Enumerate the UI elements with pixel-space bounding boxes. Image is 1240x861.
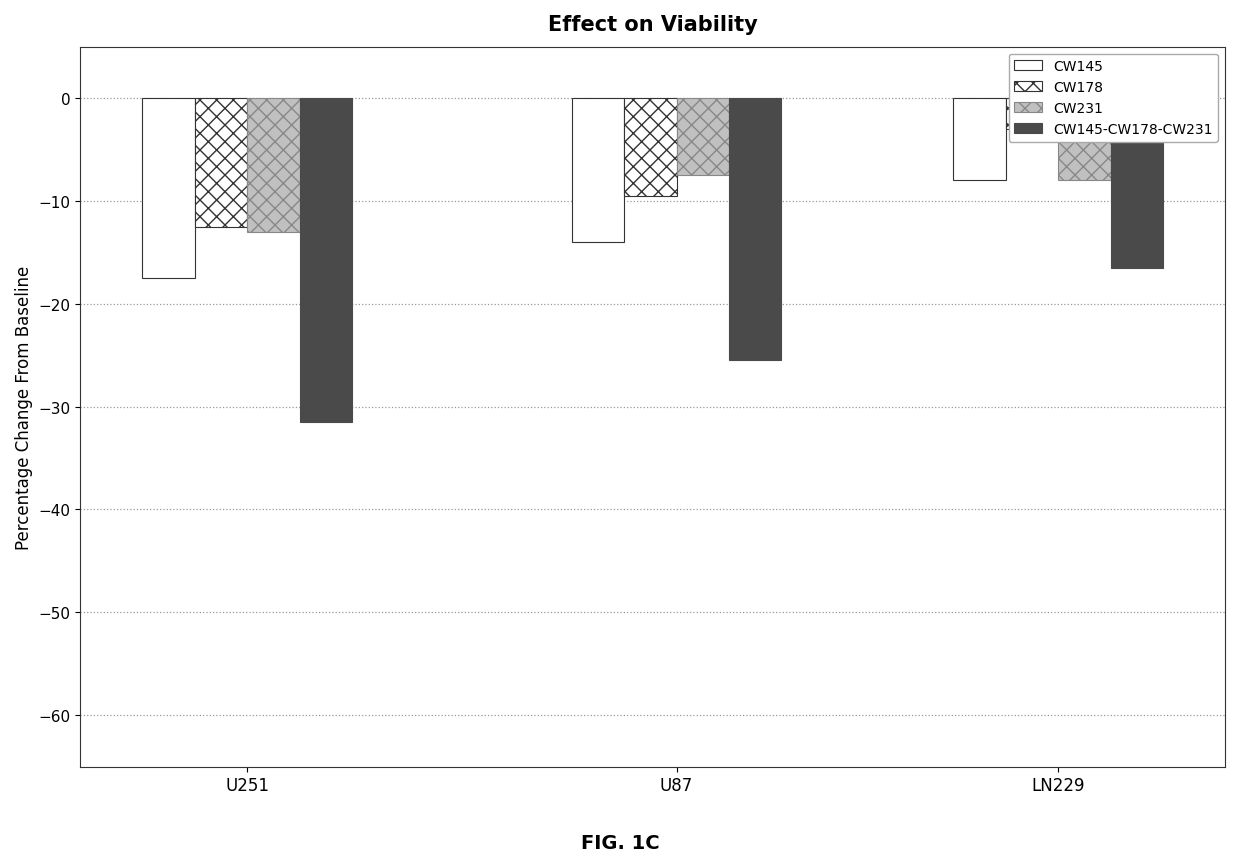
Y-axis label: Percentage Change From Baseline: Percentage Change From Baseline — [15, 265, 33, 549]
Bar — [954, 99, 1006, 181]
Bar — [677, 99, 729, 176]
Bar — [247, 99, 300, 232]
Bar — [624, 99, 677, 196]
Bar — [1006, 99, 1058, 130]
Title: Effect on Viability: Effect on Viability — [548, 15, 758, 35]
Bar — [1058, 99, 1111, 181]
Bar — [300, 99, 352, 423]
Bar — [195, 99, 247, 227]
Bar — [1111, 99, 1163, 269]
Bar — [729, 99, 781, 361]
Legend: CW145, CW178, CW231, CW145-CW178-CW231: CW145, CW178, CW231, CW145-CW178-CW231 — [1008, 54, 1218, 142]
Bar — [143, 99, 195, 279]
Bar — [572, 99, 624, 243]
Text: FIG. 1C: FIG. 1C — [580, 833, 660, 852]
